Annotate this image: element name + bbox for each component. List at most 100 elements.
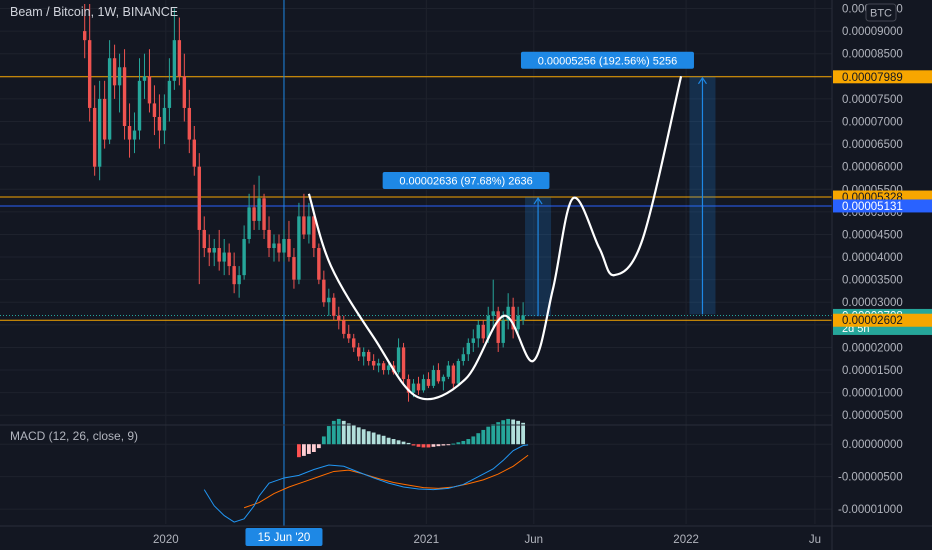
candle[interactable] xyxy=(212,238,216,267)
candle[interactable] xyxy=(282,229,286,262)
candle[interactable] xyxy=(456,358,461,386)
candle[interactable] xyxy=(287,220,291,262)
time-axis-label: 2020 xyxy=(153,534,179,546)
candle[interactable] xyxy=(122,49,127,140)
candle[interactable] xyxy=(222,238,226,276)
candle[interactable] xyxy=(396,338,401,375)
candle[interactable] xyxy=(227,243,231,276)
candle[interactable] xyxy=(312,211,316,258)
candle[interactable] xyxy=(87,4,92,122)
candle[interactable] xyxy=(501,311,505,348)
candle[interactable] xyxy=(421,374,426,393)
candle[interactable] xyxy=(82,4,87,59)
candle[interactable] xyxy=(192,126,196,176)
candle[interactable] xyxy=(441,374,446,391)
candle[interactable] xyxy=(107,40,112,145)
candle[interactable] xyxy=(516,306,520,334)
candle[interactable] xyxy=(471,329,475,352)
candle[interactable] xyxy=(187,89,192,154)
candle[interactable] xyxy=(481,320,485,343)
candle-body xyxy=(187,107,192,140)
candle[interactable] xyxy=(232,252,236,294)
candle[interactable] xyxy=(297,202,301,285)
candle[interactable] xyxy=(361,347,366,366)
time-axis[interactable]: 2020 2021 Jun 2022 Ju 15 Jun '20 xyxy=(153,528,821,546)
candle[interactable] xyxy=(302,193,306,239)
candle[interactable] xyxy=(97,80,102,181)
price-axis-tick-label: 0.00000500 xyxy=(842,410,903,422)
price-badge-orange: 0.00007989 xyxy=(833,70,932,84)
candle[interactable] xyxy=(406,374,411,402)
candle[interactable] xyxy=(127,103,132,158)
candle[interactable] xyxy=(416,376,421,395)
candle[interactable] xyxy=(371,354,376,371)
macd-histogram-bar xyxy=(297,444,301,458)
candle[interactable] xyxy=(352,333,356,352)
candle[interactable] xyxy=(357,342,361,361)
candle[interactable] xyxy=(337,306,341,330)
currency-button[interactable]: BTC xyxy=(865,3,897,22)
candle-body xyxy=(107,58,112,140)
candle[interactable] xyxy=(157,94,162,149)
candle[interactable] xyxy=(431,365,436,389)
candle[interactable] xyxy=(242,225,246,280)
candle[interactable] xyxy=(476,320,480,348)
candle[interactable] xyxy=(137,58,142,140)
candle[interactable] xyxy=(167,58,172,122)
candle[interactable] xyxy=(436,363,441,384)
candle[interactable] xyxy=(112,44,117,99)
candle[interactable] xyxy=(92,85,97,176)
candle[interactable] xyxy=(117,53,122,113)
candle[interactable] xyxy=(347,324,351,343)
candle[interactable] xyxy=(307,202,311,244)
candle[interactable] xyxy=(102,80,107,149)
candle[interactable] xyxy=(207,234,211,267)
candle[interactable] xyxy=(217,229,221,271)
candle[interactable] xyxy=(292,248,296,289)
candle[interactable] xyxy=(466,338,471,361)
candle[interactable] xyxy=(162,94,167,145)
candle[interactable] xyxy=(332,293,336,321)
candle[interactable] xyxy=(401,342,406,384)
candle[interactable] xyxy=(426,372,431,389)
macd-axis[interactable]: 0.00000000 -0.00000500 -0.00001000 xyxy=(838,439,903,516)
candle[interactable] xyxy=(277,234,281,262)
price-axis-tick-label: 0.00007500 xyxy=(842,94,903,106)
candle[interactable] xyxy=(132,112,137,154)
candle[interactable] xyxy=(152,85,157,136)
candle[interactable] xyxy=(446,360,451,380)
candle[interactable] xyxy=(182,53,187,122)
candle[interactable] xyxy=(451,363,456,389)
candle[interactable] xyxy=(262,193,266,239)
candle[interactable] xyxy=(317,243,321,285)
candle[interactable] xyxy=(461,347,466,366)
candle[interactable] xyxy=(147,49,152,113)
candle[interactable] xyxy=(142,53,147,99)
candle[interactable] xyxy=(366,349,371,366)
candle[interactable] xyxy=(511,297,515,339)
candle[interactable] xyxy=(172,8,177,90)
candle[interactable] xyxy=(342,315,346,339)
candle[interactable] xyxy=(237,266,241,298)
candle[interactable] xyxy=(386,363,391,375)
candle[interactable] xyxy=(272,234,276,262)
candle[interactable] xyxy=(197,153,201,285)
candle[interactable] xyxy=(381,360,386,375)
candle[interactable] xyxy=(521,302,525,325)
candle[interactable] xyxy=(376,358,381,373)
candle[interactable] xyxy=(496,306,500,352)
candle[interactable] xyxy=(506,293,510,330)
candle[interactable] xyxy=(247,193,251,244)
candle[interactable] xyxy=(491,279,495,330)
candle[interactable] xyxy=(267,216,271,258)
candle[interactable] xyxy=(327,288,331,316)
candle[interactable] xyxy=(202,216,206,258)
candle[interactable] xyxy=(257,175,261,230)
candle[interactable] xyxy=(177,17,182,86)
candlestick-series[interactable] xyxy=(82,4,525,402)
candle-body xyxy=(242,238,246,276)
price-badges: 0.000079890.000053280.000051310.00002708… xyxy=(833,70,932,335)
candle[interactable] xyxy=(252,184,256,230)
candle[interactable] xyxy=(322,270,326,307)
